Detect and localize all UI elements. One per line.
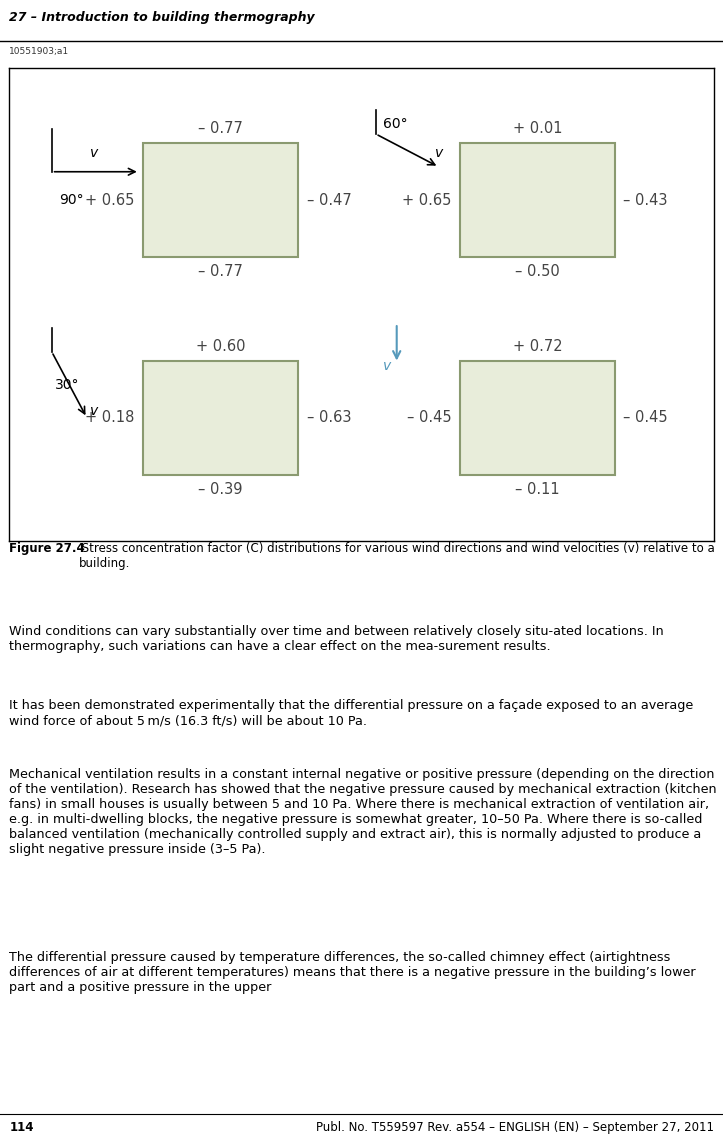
Text: Publ. No. T559597 Rev. a554 – ENGLISH (EN) – September 27, 2011: Publ. No. T559597 Rev. a554 – ENGLISH (E… [316,1121,714,1133]
Text: v: v [382,359,391,372]
Text: v: v [435,146,444,160]
Text: 90°: 90° [59,194,83,207]
Text: v: v [90,146,98,160]
Text: + 0.18: + 0.18 [85,410,134,425]
Bar [143,143,298,257]
Text: + 0.65: + 0.65 [85,193,134,207]
Text: – 0.77: – 0.77 [198,264,243,278]
Bar [460,361,615,474]
Text: It has been demonstrated experimentally that the differential pressure on a faça: It has been demonstrated experimentally … [9,699,693,727]
Text: 27 – Introduction to building thermography: 27 – Introduction to building thermograp… [9,10,315,24]
Text: + 0.65: + 0.65 [402,193,452,207]
Text: 10551903;a1: 10551903;a1 [9,47,69,56]
Text: – 0.43: – 0.43 [623,193,668,207]
Text: Stress concentration factor (C) distributions for various wind directions and wi: Stress concentration factor (C) distribu… [78,542,715,570]
Text: – 0.45: – 0.45 [623,410,668,425]
Text: 60°: 60° [382,117,407,132]
Text: v: v [90,403,98,417]
Bar [143,361,298,474]
Text: + 0.01: + 0.01 [513,121,562,136]
Text: + 0.72: + 0.72 [513,339,562,354]
Text: + 0.60: + 0.60 [196,339,245,354]
Text: Mechanical ventilation results in a constant internal negative or positive press: Mechanical ventilation results in a cons… [9,768,717,856]
Text: – 0.50: – 0.50 [515,264,560,278]
Text: Wind conditions can vary substantially over time and between relatively closely : Wind conditions can vary substantially o… [9,625,664,652]
Text: 30°: 30° [55,378,80,392]
Text: – 0.77: – 0.77 [198,121,243,136]
Text: – 0.47: – 0.47 [307,193,351,207]
Text: Figure 27.4: Figure 27.4 [9,542,85,555]
Text: The differential pressure caused by temperature differences, the so-called chimn: The differential pressure caused by temp… [9,951,696,995]
Text: 114: 114 [9,1121,34,1133]
Bar [460,143,615,257]
Text: – 0.11: – 0.11 [515,481,560,496]
Text: – 0.39: – 0.39 [198,481,243,496]
Text: – 0.63: – 0.63 [307,410,351,425]
Text: – 0.45: – 0.45 [407,410,452,425]
